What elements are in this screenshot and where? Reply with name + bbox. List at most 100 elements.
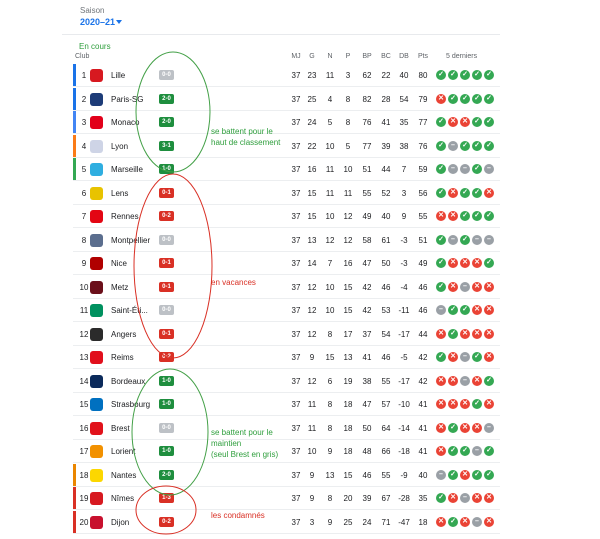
live-score-badge[interactable]: 0-1	[159, 328, 174, 339]
live-score-badge[interactable]: 0-0	[159, 70, 174, 80]
loss-cross-icon[interactable]: ✕	[484, 516, 494, 527]
win-check-icon[interactable]: ✓	[460, 93, 470, 104]
win-check-icon[interactable]: ✓	[472, 70, 482, 80]
win-check-icon[interactable]: ✓	[484, 446, 494, 456]
live-score-badge[interactable]: 0-1	[159, 258, 174, 268]
club-name[interactable]: Reims	[111, 353, 134, 362]
win-check-icon[interactable]: ✓	[448, 70, 458, 80]
draw-dash-icon[interactable]: –	[472, 516, 482, 527]
win-check-icon[interactable]: ✓	[460, 234, 470, 245]
draw-dash-icon[interactable]: –	[448, 140, 458, 151]
draw-dash-icon[interactable]: –	[484, 422, 494, 433]
loss-cross-icon[interactable]: ✕	[472, 493, 482, 503]
loss-cross-icon[interactable]: ✕	[484, 493, 494, 503]
live-score-badge[interactable]: 2-0	[159, 469, 174, 480]
loss-cross-icon[interactable]: ✕	[484, 305, 494, 315]
live-score-badge[interactable]: 0-0	[159, 422, 174, 433]
win-check-icon[interactable]: ✓	[460, 305, 470, 315]
loss-cross-icon[interactable]: ✕	[448, 399, 458, 409]
win-check-icon[interactable]: ✓	[436, 234, 446, 245]
win-check-icon[interactable]: ✓	[484, 375, 494, 386]
club-name[interactable]: Monaco	[111, 118, 140, 127]
loss-cross-icon[interactable]: ✕	[436, 211, 446, 221]
live-score-badge[interactable]: 2-0	[159, 93, 174, 104]
loss-cross-icon[interactable]: ✕	[448, 187, 458, 198]
loss-cross-icon[interactable]: ✕	[436, 93, 446, 104]
win-check-icon[interactable]: ✓	[436, 164, 446, 174]
loss-cross-icon[interactable]: ✕	[472, 258, 482, 268]
table-row[interactable]: 1 Lille 0-0 37 23 11 3 62 22 40 80 ✓ ✓ ✓ ✓ ✓	[73, 64, 500, 87]
live-score-badge[interactable]: 1-0	[159, 399, 174, 409]
table-row[interactable]: 16 Brest 0-0 37 11 8 18 50 64 -14 41 ✕ ✓ ✕ ✕ –	[73, 417, 500, 440]
live-score-badge[interactable]: 1-0	[159, 446, 174, 456]
loss-cross-icon[interactable]: ✕	[484, 187, 494, 198]
caret-down-icon[interactable]	[116, 20, 122, 24]
club-name[interactable]: Angers	[111, 329, 137, 339]
draw-dash-icon[interactable]: –	[448, 164, 458, 174]
win-check-icon[interactable]: ✓	[460, 446, 470, 456]
table-row[interactable]: 9 Nice 0-1 37 14 7 16 47 50 -3 49 ✓ ✕ ✕ ✕ ✓	[73, 252, 500, 275]
loss-cross-icon[interactable]: ✕	[436, 375, 446, 386]
table-row[interactable]: 19 Nîmes 1-3 37 9 8 20 39 67 -28 35 ✓ ✕ – ✕ ✕	[73, 487, 500, 510]
win-check-icon[interactable]: ✓	[448, 446, 458, 456]
table-row[interactable]: 8 Montpellier 0-0 37 13 12 12 58 61 -3 51 ✓ – ✓ – –	[73, 229, 500, 252]
season-selector[interactable]: 2020–21	[80, 17, 116, 27]
live-score-badge[interactable]: 0-2	[159, 516, 174, 527]
live-score-badge[interactable]: 0-1	[159, 187, 174, 198]
draw-dash-icon[interactable]: –	[460, 493, 470, 503]
table-row[interactable]: 11 Saint-Éti... 0-0 37 12 10 15 42 53 -11 46– ✓ ✓ ✕ ✕	[73, 299, 500, 322]
win-check-icon[interactable]: ✓	[436, 70, 446, 80]
loss-cross-icon[interactable]: ✕	[448, 117, 458, 127]
club-name[interactable]: Lens	[111, 188, 129, 198]
win-check-icon[interactable]: ✓	[436, 493, 446, 503]
win-check-icon[interactable]: ✓	[436, 117, 446, 127]
win-check-icon[interactable]: ✓	[484, 117, 494, 127]
loss-cross-icon[interactable]: ✕	[436, 328, 446, 339]
club-name[interactable]: Bordeaux	[111, 376, 146, 386]
table-row[interactable]: 14 Bordeaux 1-0 37 12 6 19 38 55 -17 42 ✕ ✕ – ✕ ✓	[73, 370, 500, 393]
draw-dash-icon[interactable]: –	[436, 305, 446, 315]
loss-cross-icon[interactable]: ✕	[484, 399, 494, 409]
club-name[interactable]: Lorient	[111, 447, 136, 456]
win-check-icon[interactable]: ✓	[484, 469, 494, 480]
table-row[interactable]: 18 Nantes 2-0 37 9 13 15 46 55 -9 40– ✓ ✕ ✓ ✓	[73, 463, 500, 487]
loss-cross-icon[interactable]: ✕	[484, 281, 494, 292]
table-row[interactable]: 6 Lens 0-1 37 15 11 11 55 52 3 56 ✓ ✕ ✓ ✓ ✕	[73, 182, 500, 205]
loss-cross-icon[interactable]: ✕	[460, 399, 470, 409]
win-check-icon[interactable]: ✓	[448, 305, 458, 315]
live-score-badge[interactable]: 2-0	[159, 117, 174, 127]
draw-dash-icon[interactable]: –	[460, 352, 470, 362]
loss-cross-icon[interactable]: ✕	[448, 258, 458, 268]
club-name[interactable]: Nîmes	[111, 494, 135, 503]
win-check-icon[interactable]: ✓	[436, 258, 446, 268]
draw-dash-icon[interactable]: –	[448, 234, 458, 245]
win-check-icon[interactable]: ✓	[484, 140, 494, 151]
win-check-icon[interactable]: ✓	[448, 93, 458, 104]
loss-cross-icon[interactable]: ✕	[460, 469, 470, 480]
win-check-icon[interactable]: ✓	[472, 164, 482, 174]
table-row[interactable]: 2 Paris-SG 2-0 37 25 4 8 82 28 54 79 ✕ ✓ ✓ ✓ ✓	[73, 87, 500, 111]
loss-cross-icon[interactable]: ✕	[460, 516, 470, 527]
loss-cross-icon[interactable]: ✕	[472, 375, 482, 386]
loss-cross-icon[interactable]: ✕	[436, 422, 446, 433]
table-row[interactable]: 13 Reims 0-2 37 9 15 13 41 46 -5 42 ✓ ✕ – ✓ ✕	[73, 346, 500, 369]
club-name[interactable]: Paris-SG	[111, 94, 144, 104]
club-name[interactable]: Strasbourg	[111, 400, 151, 409]
draw-dash-icon[interactable]: –	[472, 234, 482, 245]
loss-cross-icon[interactable]: ✕	[460, 258, 470, 268]
loss-cross-icon[interactable]: ✕	[484, 328, 494, 339]
win-check-icon[interactable]: ✓	[472, 117, 482, 127]
club-name[interactable]: Nantes	[111, 470, 137, 480]
live-score-badge[interactable]: 1-0	[159, 164, 174, 174]
loss-cross-icon[interactable]: ✕	[472, 281, 482, 292]
table-row[interactable]: 17 Lorient 1-0 37 10 9 18 48 66 -18 41 ✕ ✓ ✓ – ✓	[73, 440, 500, 463]
win-check-icon[interactable]: ✓	[484, 93, 494, 104]
win-check-icon[interactable]: ✓	[448, 328, 458, 339]
win-check-icon[interactable]: ✓	[472, 399, 482, 409]
draw-dash-icon[interactable]: –	[436, 469, 446, 480]
club-name[interactable]: Marseille	[111, 165, 144, 174]
draw-dash-icon[interactable]: –	[460, 375, 470, 386]
table-row[interactable]: 12 Angers 0-1 37 12 8 17 37 54 -17 44 ✕ ✓ ✕ ✕ ✕	[73, 323, 500, 346]
win-check-icon[interactable]: ✓	[484, 211, 494, 221]
club-name[interactable]: Dijon	[111, 517, 130, 527]
